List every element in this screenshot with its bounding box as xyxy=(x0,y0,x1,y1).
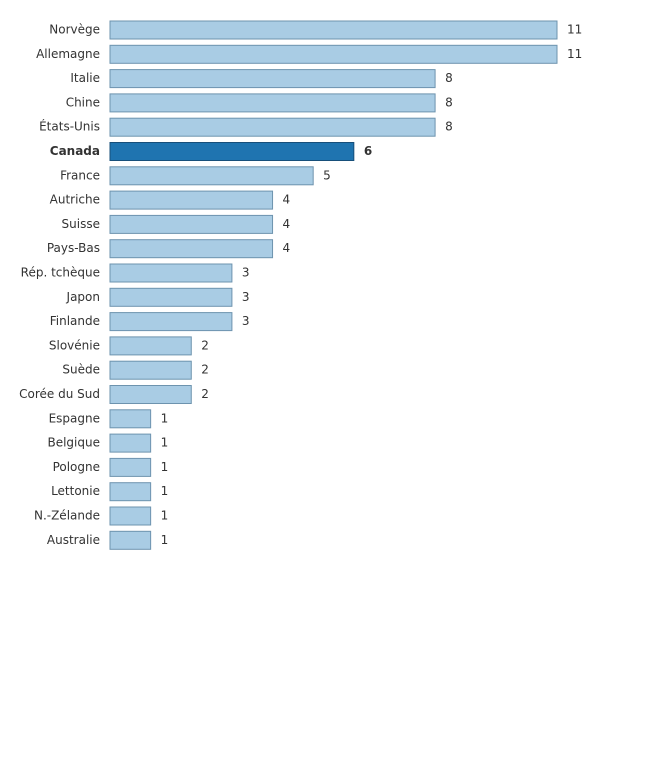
y-tick-label: États-Unis xyxy=(39,119,100,134)
y-tick-label: Australie xyxy=(47,533,100,547)
bar xyxy=(109,482,152,502)
y-tick-label: Espagne xyxy=(49,411,100,425)
value-label: 1 xyxy=(161,484,169,498)
y-tick-label: Suisse xyxy=(62,217,100,231)
value-label: 4 xyxy=(283,217,291,231)
value-label: 4 xyxy=(283,241,291,255)
bar xyxy=(109,239,274,259)
bar xyxy=(109,93,436,113)
bar xyxy=(109,69,436,89)
y-tick-label: Autriche xyxy=(50,193,100,207)
y-tick-label: France xyxy=(60,168,100,182)
value-label: 4 xyxy=(283,193,291,207)
y-tick-label: Chine xyxy=(66,95,100,109)
value-label: 1 xyxy=(161,411,169,425)
bar xyxy=(109,44,558,64)
y-tick-label: N.-Zélande xyxy=(34,509,100,523)
value-label: 2 xyxy=(201,338,209,352)
bar xyxy=(109,142,355,161)
y-tick-label: Finlande xyxy=(50,314,100,328)
value-label: 11 xyxy=(567,23,582,37)
value-label: 3 xyxy=(242,314,250,328)
y-tick-label: Rép. tchèque xyxy=(21,266,100,280)
y-tick-label: Lettonie xyxy=(51,484,100,498)
value-label: 6 xyxy=(364,144,372,158)
bar xyxy=(109,263,233,283)
value-label: 2 xyxy=(201,363,209,377)
y-tick-label: Japon xyxy=(66,290,100,304)
y-tick-label: Italie xyxy=(70,71,100,85)
y-tick-label: Pologne xyxy=(53,460,100,474)
bar xyxy=(109,457,152,477)
bar xyxy=(109,117,436,137)
bar xyxy=(109,190,274,210)
value-label: 11 xyxy=(567,47,582,61)
bar xyxy=(109,433,152,453)
y-tick-label: Corée du Sud xyxy=(19,387,100,401)
value-label: 8 xyxy=(445,95,453,109)
value-label: 2 xyxy=(201,387,209,401)
value-label: 1 xyxy=(161,460,169,474)
y-tick-label: Suède xyxy=(62,363,100,377)
bar xyxy=(109,312,233,332)
y-tick-label: Pays-Bas xyxy=(47,241,100,255)
bar xyxy=(109,166,314,186)
value-label: 5 xyxy=(323,168,331,182)
value-label: 8 xyxy=(445,120,453,134)
bar xyxy=(109,336,192,356)
bar xyxy=(109,506,152,526)
value-label: 3 xyxy=(242,290,250,304)
value-label: 8 xyxy=(445,71,453,85)
bar xyxy=(109,360,192,380)
bar xyxy=(109,214,274,234)
y-tick-label: Allemagne xyxy=(36,47,100,61)
value-label: 1 xyxy=(161,533,169,547)
value-label: 3 xyxy=(242,266,250,280)
bar xyxy=(109,385,192,404)
y-tick-label: Slovénie xyxy=(49,338,100,352)
bar xyxy=(109,287,233,307)
y-tick-label: Canada xyxy=(50,144,100,158)
bar xyxy=(109,409,152,429)
bar xyxy=(109,20,558,40)
bar xyxy=(109,530,152,550)
y-tick-label: Norvège xyxy=(49,23,100,37)
y-tick-label: Belgique xyxy=(47,436,100,450)
value-label: 1 xyxy=(161,436,169,450)
value-label: 1 xyxy=(161,509,169,523)
